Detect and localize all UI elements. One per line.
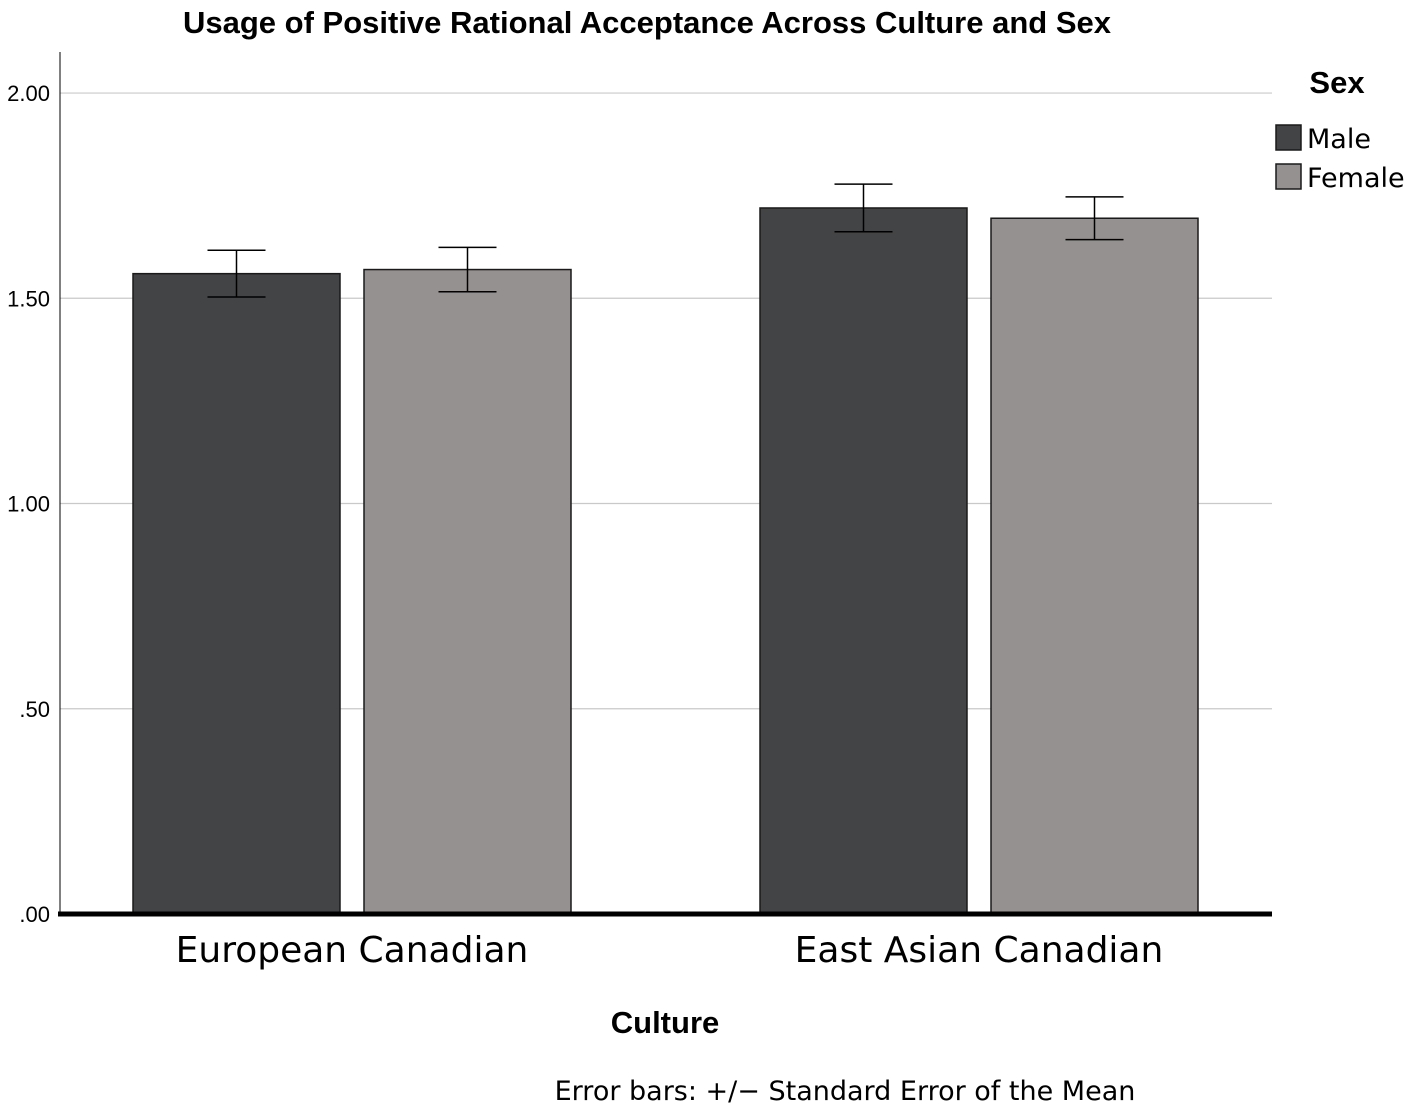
y-axis-ticks: .00 .50 1.00 1.50 2.00	[7, 81, 50, 927]
y-tick-label-3: 1.50	[7, 286, 50, 311]
legend-swatch-female	[1275, 163, 1302, 190]
legend: Sex Male Female	[1275, 65, 1405, 194]
legend-title: Sex	[1309, 65, 1365, 100]
legend-label-female: Female	[1307, 163, 1405, 194]
bar-female-0	[363, 268, 572, 915]
x-axis-title: Culture	[611, 1005, 720, 1040]
bars-group	[132, 207, 1199, 915]
y-tick-label-4: 2.00	[7, 81, 50, 106]
y-tick-label-0: .00	[19, 902, 50, 927]
y-tick-label-2: 1.00	[7, 492, 50, 517]
error-bar-note: Error bars: +/− Standard Error of the Me…	[555, 1076, 1136, 1107]
bar-male-1	[759, 207, 968, 915]
x-axis-categories: European Canadian East Asian Canadian	[176, 930, 1164, 971]
legend-label-male: Male	[1307, 124, 1371, 155]
bar-male-0	[132, 272, 341, 915]
chart-title: Usage of Positive Rational Acceptance Ac…	[183, 5, 1112, 40]
x-category-label-0: European Canadian	[176, 930, 529, 971]
y-tick-label-1: .50	[19, 697, 50, 722]
legend-swatch-male	[1275, 124, 1302, 151]
bar-female-1	[990, 217, 1199, 915]
error-bars-group	[207, 183, 1124, 298]
x-category-label-1: East Asian Canadian	[795, 930, 1164, 971]
